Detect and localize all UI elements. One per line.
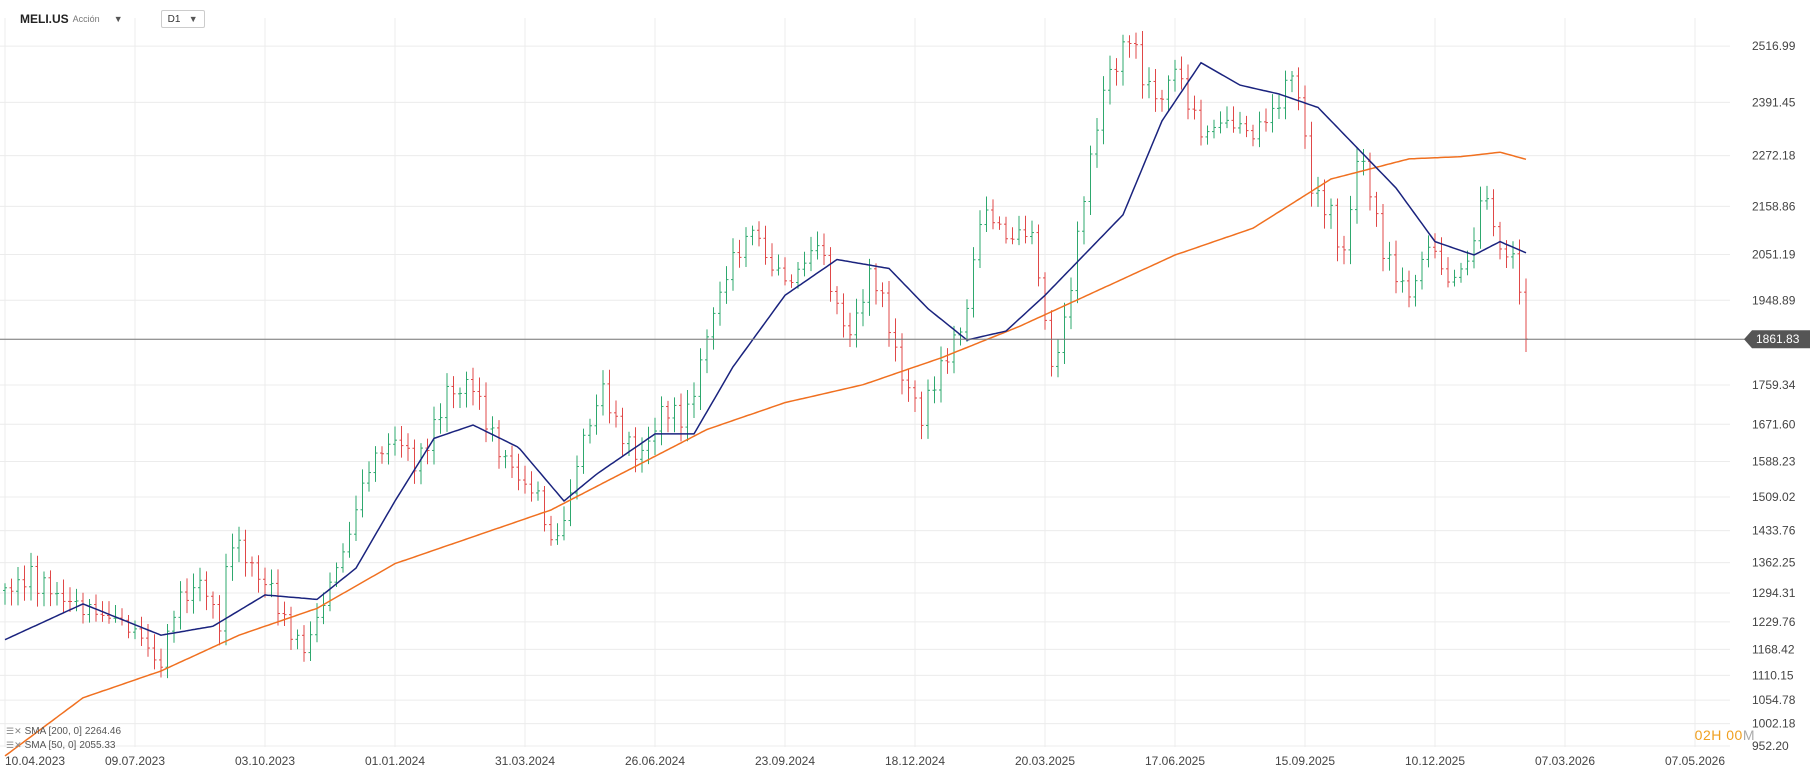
y-axis-tick-label: 1509.02 <box>1752 490 1796 504</box>
chart-toolbar: MELI.US Acción ▼ D1 ▼ <box>20 10 205 28</box>
y-axis-tick-label: 2272.18 <box>1752 149 1796 163</box>
y-axis-tick-label: 1168.42 <box>1752 642 1795 656</box>
x-axis-tick-label: 09.07.2023 <box>105 754 165 768</box>
y-axis-tick-label: 2516.99 <box>1752 39 1796 53</box>
x-axis-tick-label: 10.04.2023 <box>5 754 65 768</box>
sma50-line <box>4 61 1527 641</box>
x-axis-tick-label: 07.03.2026 <box>1535 754 1595 768</box>
timeframe-select[interactable]: D1 ▼ <box>160 10 205 28</box>
indicator-settings-icon[interactable]: ☰✕ <box>6 726 22 736</box>
y-axis-tick-label: 1948.89 <box>1752 293 1796 307</box>
legend-sma50[interactable]: ☰✕ SMA [50, 0] 2055.33 <box>6 740 115 751</box>
y-axis-tick-label: 2391.45 <box>1752 95 1796 109</box>
y-axis-tick-label: 2051.19 <box>1752 248 1796 262</box>
legend-sma50-value: 2055.33 <box>79 740 116 751</box>
legend-sma200[interactable]: ☰✕ SMA [200, 0] 2264.46 <box>6 726 121 737</box>
y-axis-tick-label: 1294.31 <box>1752 586 1796 600</box>
countdown-minutes-unit: M <box>1742 727 1755 743</box>
y-axis-tick-label: 1759.34 <box>1752 378 1796 392</box>
countdown-hours: 02 <box>1694 727 1712 743</box>
x-axis-tick-label: 17.06.2025 <box>1145 754 1205 768</box>
legend-sma200-value: 2264.46 <box>84 726 122 737</box>
y-axis-tick-label: 1110.15 <box>1752 668 1794 682</box>
y-axis-tick-label: 1362.25 <box>1752 556 1796 570</box>
y-axis-tick-label: 952.20 <box>1752 739 1789 753</box>
x-axis-tick-label: 18.12.2024 <box>885 754 945 768</box>
symbol-name[interactable]: MELI.US <box>20 12 69 26</box>
y-axis-tick-label: 1229.76 <box>1752 615 1796 629</box>
x-axis-tick-label: 20.03.2025 <box>1015 754 1075 768</box>
y-axis-tick-label: 1002.18 <box>1752 717 1796 731</box>
indicator-settings-icon[interactable]: ☰✕ <box>6 740 22 750</box>
legend-sma200-label: SMA [200, 0] <box>24 726 82 737</box>
countdown-minutes: 00 <box>1726 727 1743 743</box>
y-axis-tick-label: 1671.60 <box>1752 417 1796 431</box>
legend-sma50-label: SMA [50, 0] <box>24 740 77 751</box>
x-axis-tick-label: 31.03.2024 <box>495 754 555 768</box>
x-axis-tick-label: 15.09.2025 <box>1275 754 1335 768</box>
x-axis-tick-label: 03.10.2023 <box>235 754 295 768</box>
timeframe-value: D1 <box>167 13 181 25</box>
current-price-label: 1861.83 <box>1756 332 1800 346</box>
instrument-type: Acción <box>72 14 100 24</box>
y-axis-tick-label: 1433.76 <box>1752 524 1796 538</box>
current-price-tag <box>1744 330 1810 349</box>
x-axis-tick-label: 07.05.2026 <box>1665 754 1725 768</box>
sma200-line <box>4 151 1527 757</box>
x-axis-tick-label: 26.06.2024 <box>625 754 685 768</box>
timeframe-dropdown-icon: ▼ <box>188 14 198 24</box>
y-axis-tick-label: 2158.86 <box>1752 199 1796 213</box>
countdown-hours-unit: H <box>1711 727 1722 743</box>
y-axis-tick-label: 1054.78 <box>1752 693 1796 707</box>
symbol-dropdown-icon[interactable]: ▼ <box>113 14 123 24</box>
y-axis-tick-label: 1588.23 <box>1752 455 1796 469</box>
x-axis-tick-label: 10.12.2025 <box>1405 754 1465 768</box>
bar-countdown: 02H 00M <box>1695 727 1755 743</box>
x-axis-tick-label: 23.09.2024 <box>755 754 815 768</box>
x-axis-tick-label: 01.01.2024 <box>365 754 425 768</box>
